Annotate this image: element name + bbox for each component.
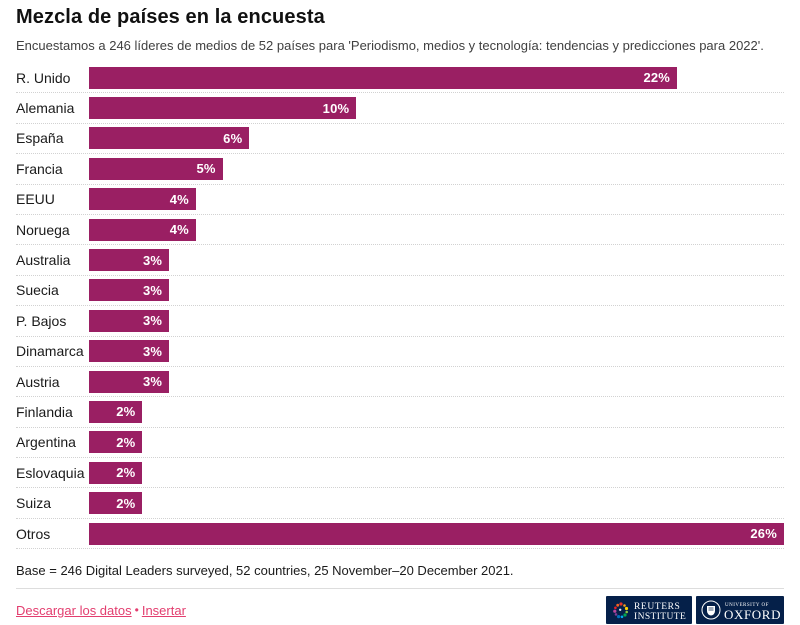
chart-row: EEUU 4% bbox=[16, 185, 784, 215]
category-label: EEUU bbox=[16, 191, 55, 208]
bar-value-label: 2% bbox=[116, 434, 136, 450]
reuters-logo-line1: REUTERS bbox=[634, 602, 680, 612]
bar: 2% bbox=[89, 400, 143, 423]
category-label: España bbox=[16, 130, 64, 147]
chart-row: P. Bajos 3% bbox=[16, 306, 784, 337]
bar-value-label: 3% bbox=[142, 374, 163, 390]
category-label: Noruega bbox=[16, 221, 70, 238]
chart-row: Alemania 10% bbox=[16, 93, 784, 124]
bar-track: 2% bbox=[89, 400, 784, 423]
chart-row: Suiza 2% bbox=[16, 488, 784, 519]
bar-value-label: 2% bbox=[116, 495, 136, 511]
bar-value-label: 3% bbox=[142, 343, 163, 359]
bar: 5% bbox=[89, 157, 223, 180]
chart-row: Austria 3% bbox=[16, 367, 784, 398]
bar-track: 2% bbox=[89, 431, 784, 454]
category-label: Otros bbox=[16, 525, 51, 542]
bar-value-label: 10% bbox=[322, 100, 350, 116]
bar: 4% bbox=[89, 218, 196, 241]
bar: 6% bbox=[89, 127, 250, 150]
bar-track: 4% bbox=[89, 188, 784, 211]
reuters-institute-logo[interactable]: REUTERS INSTITUTE bbox=[606, 596, 692, 625]
bar-track: 3% bbox=[89, 340, 784, 363]
chart-row: España 6% bbox=[16, 124, 784, 155]
bar-track: 3% bbox=[89, 370, 784, 393]
bar: 3% bbox=[89, 249, 170, 272]
bar-track: 4% bbox=[89, 218, 784, 241]
reuters-logo-line2: INSTITUTE bbox=[634, 612, 686, 622]
bar-track: 22% bbox=[89, 66, 784, 89]
footer-logos: REUTERS INSTITUTE UNIVERSITY OF OXFORD bbox=[606, 596, 784, 625]
category-label: Finlandia bbox=[16, 403, 73, 420]
bar-value-label: 3% bbox=[142, 282, 163, 298]
chart-row: Francia 5% bbox=[16, 154, 784, 185]
bar: 22% bbox=[89, 66, 678, 89]
bar-track: 3% bbox=[89, 309, 784, 332]
chart-row: Finlandia 2% bbox=[16, 397, 784, 428]
bar-track: 2% bbox=[89, 492, 784, 515]
bar-value-label: 4% bbox=[169, 222, 189, 238]
bar: 2% bbox=[89, 431, 143, 454]
link-separator-dot: • bbox=[134, 603, 139, 618]
chart-row: Dinamarca 3% bbox=[16, 337, 784, 367]
bar-value-label: 6% bbox=[223, 130, 243, 146]
download-data-link[interactable]: Descargar los datos bbox=[16, 602, 132, 618]
bar-value-label: 3% bbox=[142, 252, 163, 268]
chart-row: Argentina 2% bbox=[16, 428, 784, 459]
embed-link[interactable]: Insertar bbox=[141, 602, 186, 618]
category-label: Suiza bbox=[16, 495, 52, 512]
chart-row: Suecia 3% bbox=[16, 276, 784, 307]
bar-track: 2% bbox=[89, 461, 784, 484]
category-label: R. Unido bbox=[16, 69, 71, 86]
bar: 2% bbox=[89, 461, 143, 484]
bar: 10% bbox=[89, 97, 357, 120]
oxford-university-logo[interactable]: UNIVERSITY OF OXFORD bbox=[696, 596, 784, 625]
bar: 4% bbox=[89, 188, 196, 211]
chart-row: Noruega 4% bbox=[16, 215, 784, 246]
bar: 2% bbox=[89, 492, 143, 515]
bar-rows: R. Unido 22% Alemania 10% España 6% Francia 5% E… bbox=[16, 63, 784, 550]
chart-subtitle: Encuestamos a 246 líderes de medios de 5… bbox=[16, 38, 764, 53]
bar-track: 26% bbox=[89, 522, 784, 545]
base-note: Base = 246 Digital Leaders surveyed, 52 … bbox=[16, 563, 514, 579]
category-label: Dinamarca bbox=[16, 343, 84, 360]
chart-row: Otros 26% bbox=[16, 519, 784, 550]
bar-value-label: 4% bbox=[169, 191, 189, 207]
chart-row: Eslovaquia 2% bbox=[16, 458, 784, 489]
footer-links: Descargar los datos • Insertar bbox=[16, 603, 186, 618]
bar-track: 10% bbox=[89, 97, 784, 120]
bar: 3% bbox=[89, 340, 170, 363]
category-label: Eslovaquia bbox=[16, 464, 85, 481]
category-label: Austria bbox=[16, 373, 60, 390]
bar: 26% bbox=[89, 522, 784, 545]
chart-row: R. Unido 22% bbox=[16, 63, 784, 94]
bar-value-label: 22% bbox=[643, 70, 671, 86]
bar: 3% bbox=[89, 370, 170, 393]
category-label: Argentina bbox=[16, 434, 76, 451]
footer-bar: Descargar los datos • Insertar bbox=[16, 595, 784, 625]
category-label: Suecia bbox=[16, 282, 59, 299]
category-label: Francia bbox=[16, 160, 63, 177]
bar-track: 3% bbox=[89, 279, 784, 302]
bar: 3% bbox=[89, 279, 170, 302]
chart-row: Australia 3% bbox=[16, 245, 784, 276]
category-label: Australia bbox=[16, 252, 71, 269]
bar-value-label: 2% bbox=[116, 465, 136, 481]
bar-value-label: 2% bbox=[116, 404, 136, 420]
bar-value-label: 5% bbox=[196, 161, 216, 177]
chart-title: Mezcla de países en la encuesta bbox=[16, 6, 325, 28]
bar: 3% bbox=[89, 309, 170, 332]
category-label: P. Bajos bbox=[16, 312, 67, 329]
oxford-logo-line2: OXFORD bbox=[724, 607, 781, 622]
bar-track: 5% bbox=[89, 157, 784, 180]
footer-divider bbox=[16, 588, 784, 590]
bar-track: 6% bbox=[89, 127, 784, 150]
category-label: Alemania bbox=[16, 100, 75, 117]
bar-track: 3% bbox=[89, 249, 784, 272]
bar-value-label: 3% bbox=[142, 313, 163, 329]
bar-value-label: 26% bbox=[750, 526, 777, 542]
